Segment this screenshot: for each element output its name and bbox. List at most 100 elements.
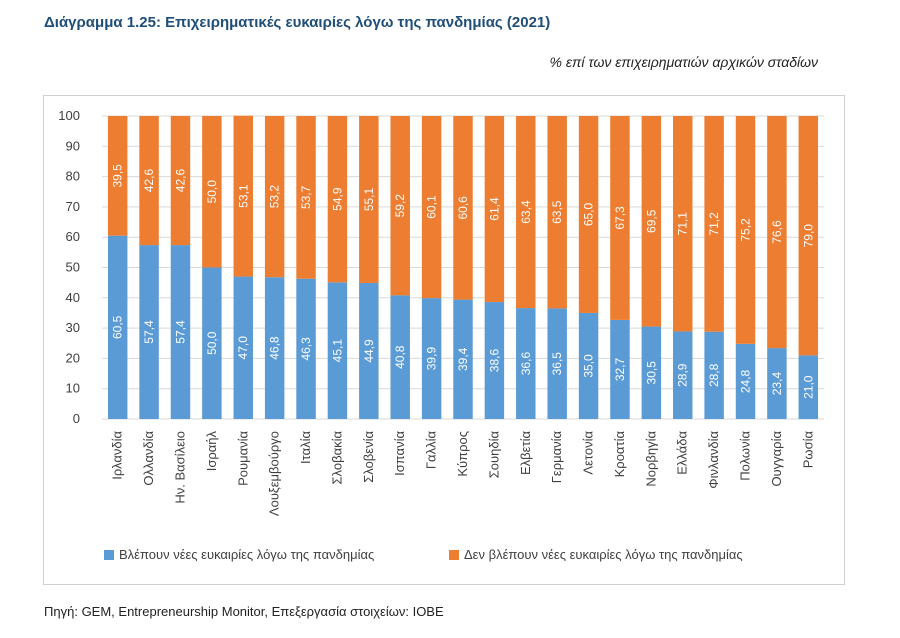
legend-swatch-no-opportunities <box>449 550 459 560</box>
bar-segment-no-opportunities <box>547 116 567 309</box>
x-tick-label: Ισπανία <box>392 431 407 476</box>
bar-segment-opportunities <box>735 343 756 419</box>
x-tick-label: Ολλανδία <box>141 431 156 486</box>
data-label: 39,9 <box>425 347 439 371</box>
bar-segment-no-opportunities <box>202 116 222 268</box>
data-label: 24,8 <box>739 369 753 393</box>
stacked-bar-chart: 60,5 39,5 57,4 42,6 57,4 42,6 50,0 50,0 47,0 53,1… <box>58 108 824 562</box>
bar-segment-opportunities <box>610 319 630 419</box>
data-label: 76,6 <box>770 220 784 244</box>
chart-subtitle: % επί των επιχειρηματιών αρχικών σταδίων <box>549 54 818 70</box>
data-label: 57,4 <box>173 320 187 344</box>
legend-label-no-opportunities: Δεν βλέπουν νέες ευκαιρίες λόγω της πανδ… <box>464 547 743 562</box>
bar-segment-no-opportunities <box>641 116 662 327</box>
bar-segment-no-opportunities <box>798 116 819 356</box>
data-label: 60,6 <box>456 196 470 220</box>
data-label: 47,0 <box>236 336 250 360</box>
data-label: 60,1 <box>425 195 439 219</box>
data-label: 42,6 <box>142 169 156 193</box>
bar-segment-no-opportunities <box>673 116 693 332</box>
bar-segment-no-opportunities <box>264 116 285 278</box>
y-tick-label: 20 <box>66 350 80 365</box>
x-tick-label: Ισραήλ <box>204 431 219 472</box>
data-label: 28,9 <box>676 363 690 387</box>
y-tick-label: 70 <box>66 199 80 214</box>
bar-segment-no-opportunities <box>767 116 787 349</box>
x-tick-label: Ρουμανία <box>235 431 250 486</box>
data-label: 53,2 <box>268 185 282 209</box>
data-label: 46,8 <box>268 336 282 360</box>
data-label: 79,0 <box>801 224 815 248</box>
y-tick-label: 10 <box>66 381 80 396</box>
data-label: 39,5 <box>111 164 125 188</box>
bar-segment-opportunities <box>641 326 662 419</box>
data-label: 21,0 <box>801 375 815 399</box>
data-label: 38,6 <box>487 349 501 373</box>
data-label: 45,1 <box>330 339 344 363</box>
y-tick-label: 100 <box>58 108 80 123</box>
y-tick-label: 80 <box>66 169 80 184</box>
x-tick-label: Λετονία <box>581 431 596 475</box>
bar-segment-opportunities <box>578 312 599 419</box>
data-label: 63,4 <box>519 200 533 224</box>
bar-segment-opportunities <box>798 355 819 419</box>
data-label: 35,0 <box>582 354 596 378</box>
data-label: 30,5 <box>644 361 658 385</box>
x-tick-label: Ρωσία <box>800 431 815 469</box>
bar-segment-opportunities <box>673 331 693 419</box>
bar-segment-no-opportunities <box>107 116 128 236</box>
x-tick-label: Ιρλανδία <box>110 431 125 480</box>
data-label: 36,5 <box>550 352 564 376</box>
x-tick-label: Ελλάδα <box>675 431 690 475</box>
data-label: 23,4 <box>770 372 784 396</box>
bar-segment-no-opportunities <box>296 116 316 279</box>
source-note: Πηγή: GEM, Entrepreneurship Monitor, Επε… <box>44 604 444 619</box>
bar-segment-opportunities <box>516 308 536 419</box>
data-label: 75,2 <box>739 218 753 242</box>
bar-segment-opportunities <box>233 276 253 419</box>
bar-segment-no-opportunities <box>578 116 599 313</box>
data-label: 53,7 <box>299 185 313 209</box>
bar-segment-no-opportunities <box>359 116 379 283</box>
chart-area: 60,5 39,5 57,4 42,6 57,4 42,6 50,0 50,0 47,0 53,1… <box>43 95 845 585</box>
bar-segment-no-opportunities <box>735 116 756 344</box>
x-tick-label: Κύπρος <box>455 431 470 477</box>
data-label: 40,8 <box>393 345 407 369</box>
bar-segment-opportunities <box>202 267 222 419</box>
data-label: 50,0 <box>205 331 219 355</box>
bar-segment-opportunities <box>421 298 442 419</box>
data-label: 44,9 <box>362 339 376 363</box>
bar-segment-no-opportunities <box>233 115 253 277</box>
bar-segment-no-opportunities <box>327 116 348 283</box>
bar-segment-opportunities <box>704 331 724 419</box>
data-label: 28,8 <box>707 363 721 387</box>
bar-segment-opportunities <box>390 295 410 419</box>
data-label: 60,5 <box>111 315 125 339</box>
y-tick-label: 50 <box>66 260 80 275</box>
x-tick-label: Νορβηγία <box>643 431 658 487</box>
bar-segment-no-opportunities <box>390 116 410 296</box>
y-tick-label: 40 <box>66 290 80 305</box>
data-label: 59,2 <box>393 194 407 218</box>
data-label: 65,0 <box>582 202 596 226</box>
bar-segment-opportunities <box>547 308 567 419</box>
bar-segment-opportunities <box>139 245 159 419</box>
data-label: 71,2 <box>707 212 721 236</box>
data-label: 71,1 <box>676 212 690 236</box>
bar-segment-no-opportunities <box>704 116 724 332</box>
bar-segment-no-opportunities <box>484 116 505 303</box>
data-label: 36,6 <box>519 352 533 376</box>
y-tick-label: 60 <box>66 229 80 244</box>
bar-segment-opportunities <box>767 348 787 419</box>
y-tick-label: 90 <box>66 138 80 153</box>
data-label: 63,5 <box>550 200 564 224</box>
bar-segment-opportunities <box>453 299 473 419</box>
bar-segment-opportunities <box>264 277 285 419</box>
bar-segment-opportunities <box>327 282 348 419</box>
x-tick-label: Ιταλία <box>298 431 313 464</box>
bar-segment-opportunities <box>484 302 505 419</box>
x-tick-label: Πολωνία <box>738 431 753 481</box>
x-tick-label: Κροατία <box>612 431 627 478</box>
data-label: 54,9 <box>330 187 344 211</box>
data-label: 50,0 <box>205 180 219 204</box>
